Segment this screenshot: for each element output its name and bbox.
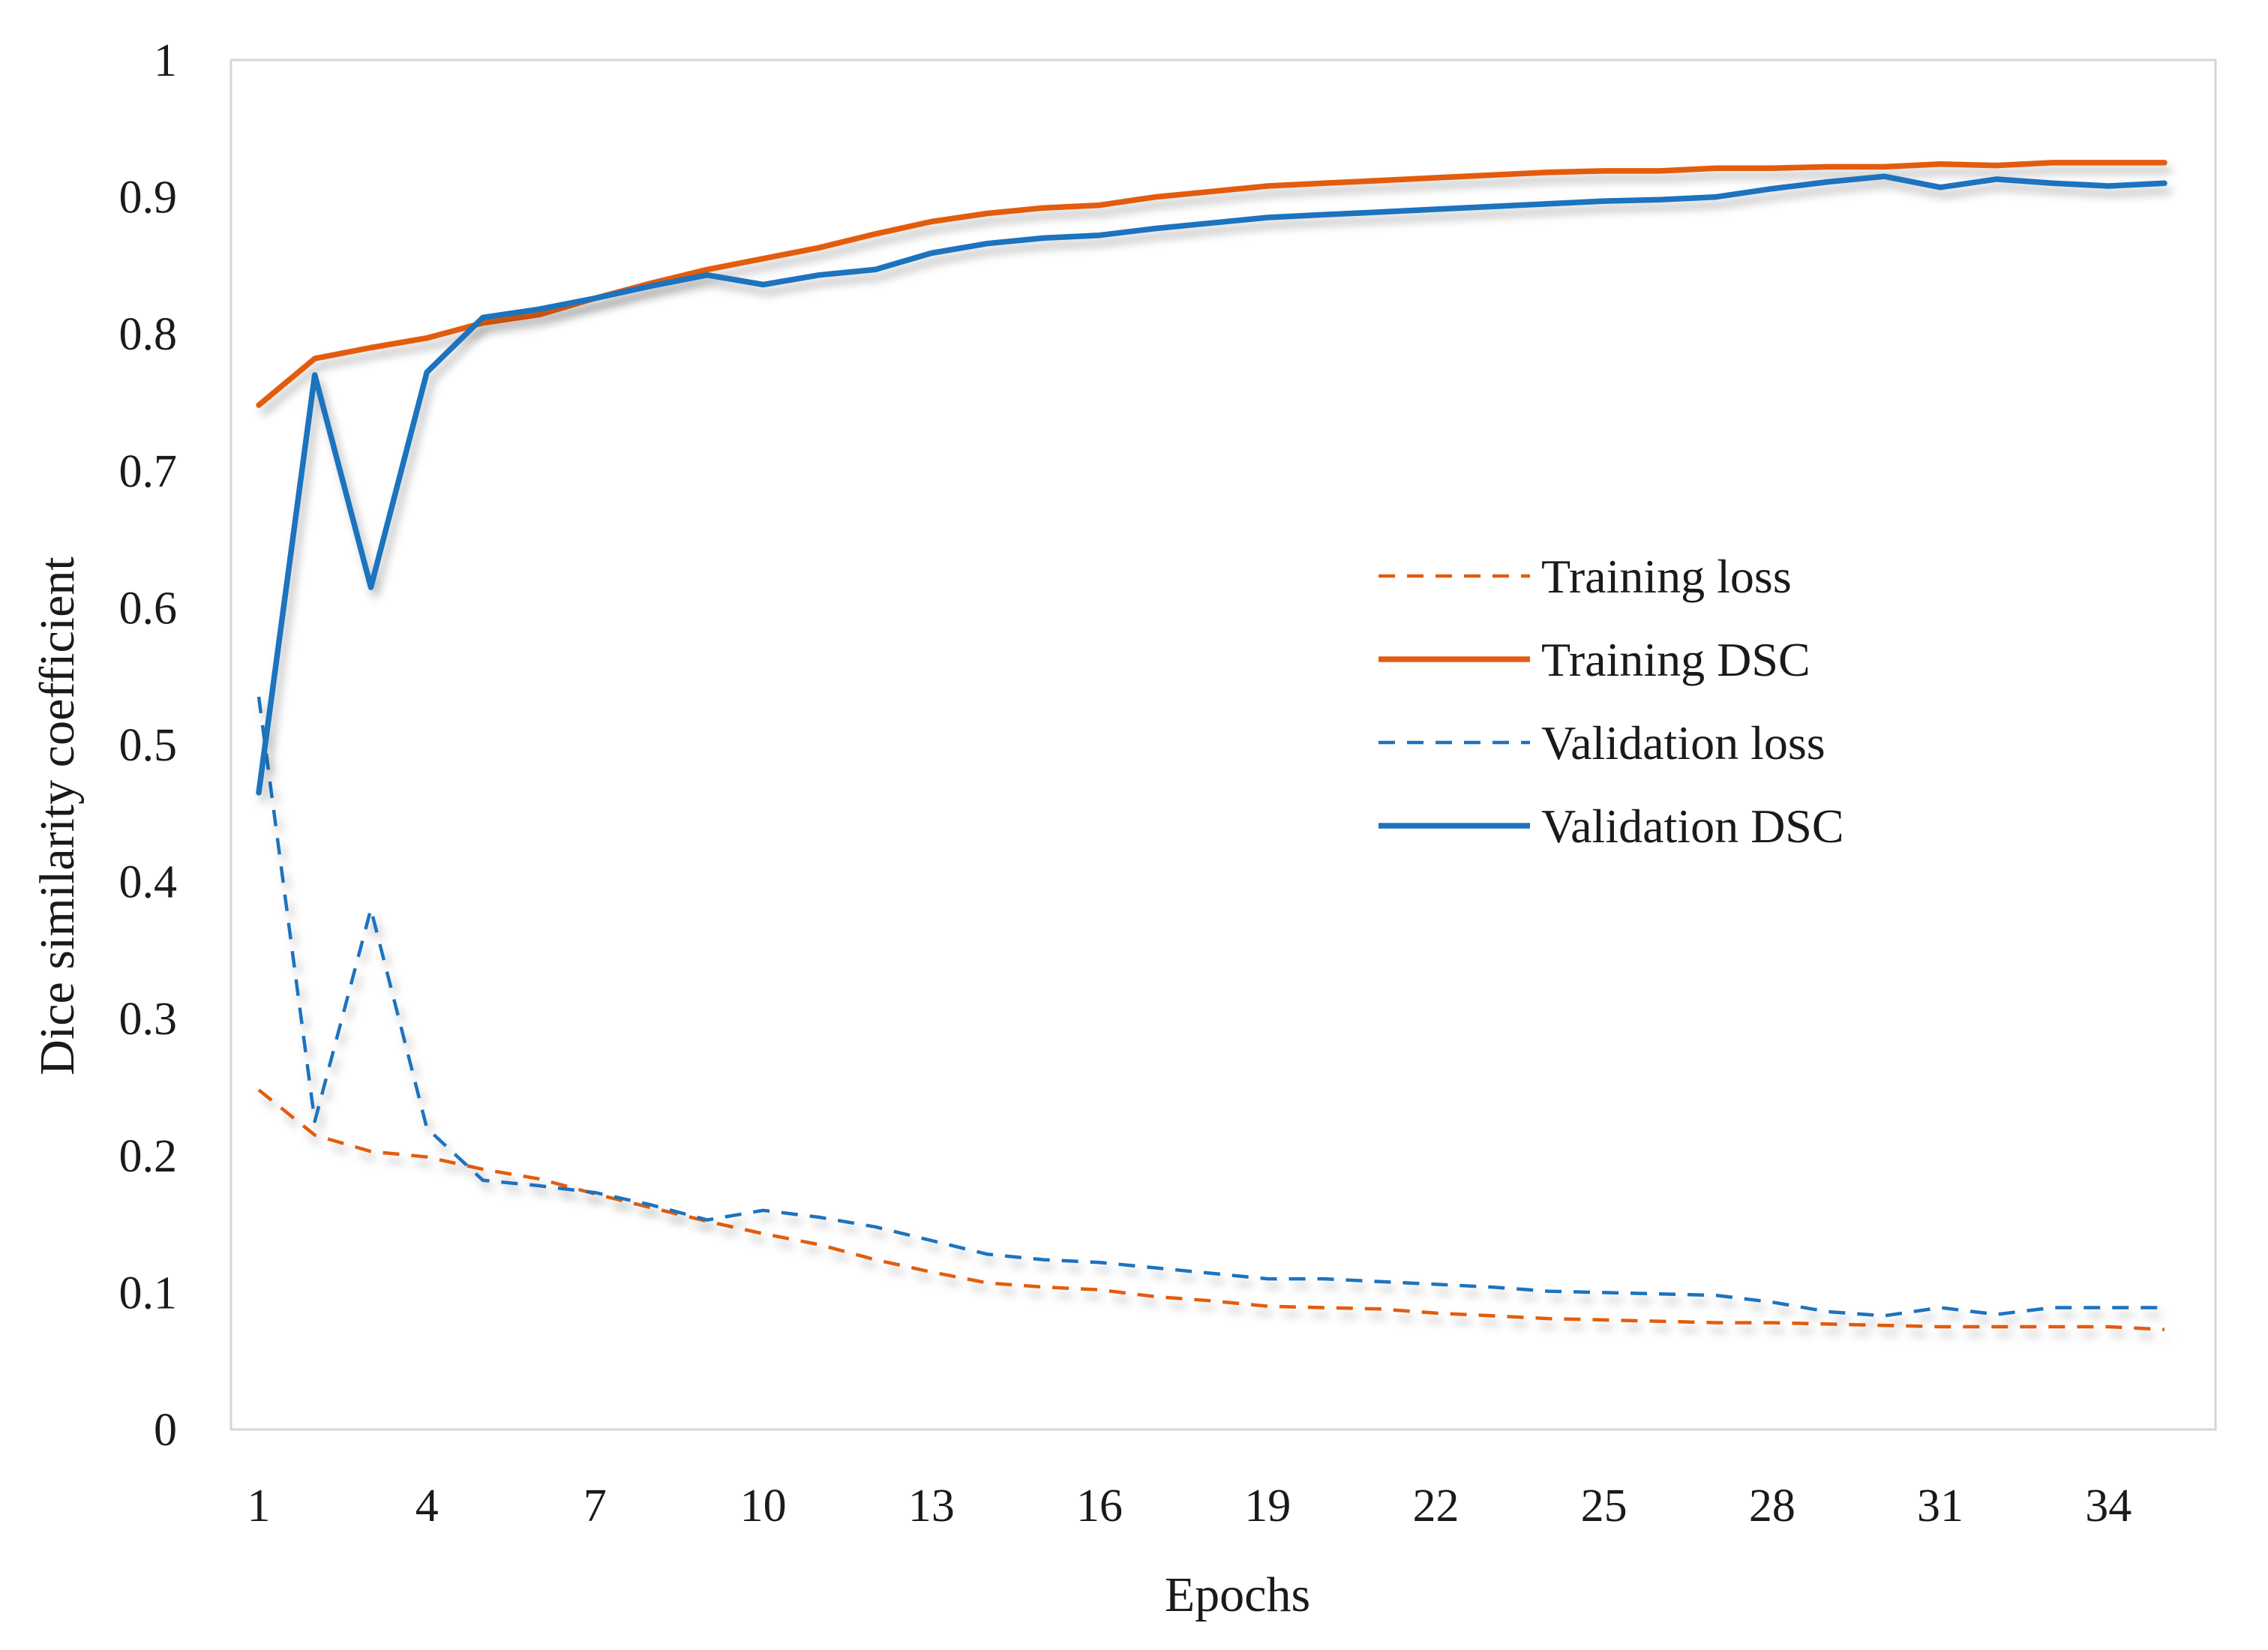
y-tick-label: 0.2 [119, 1131, 178, 1182]
legend-label-training-dsc: Training DSC [1541, 633, 1810, 686]
x-tick-label: 34 [2085, 1480, 2132, 1532]
y-tick-label: 0 [154, 1405, 177, 1456]
x-tick-label: 4 [416, 1480, 439, 1532]
x-tick-label: 7 [584, 1480, 607, 1532]
legend: Training loss Training DSC Validation loss… [1378, 550, 1844, 853]
y-tick-label: 0.5 [119, 720, 178, 771]
y-tick-label: 0.3 [119, 994, 178, 1045]
x-tick-label: 13 [908, 1480, 955, 1532]
x-axis-ticks: 1 4 7 10 13 16 19 22 25 28 31 34 [248, 1480, 2132, 1532]
x-tick-label: 31 [1917, 1480, 1964, 1532]
y-tick-label: 0.9 [119, 172, 178, 224]
x-tick-label: 19 [1244, 1480, 1291, 1532]
y-tick-label: 0.7 [119, 446, 178, 497]
y-tick-label: 0.6 [119, 583, 178, 634]
y-tick-label: 0.1 [119, 1268, 178, 1318]
y-tick-label: 1 [154, 35, 177, 86]
y-tick-label: 0.4 [119, 857, 178, 908]
x-tick-label: 25 [1581, 1480, 1628, 1532]
legend-label-training-loss: Training loss [1541, 550, 1792, 603]
series-line-validation-dsc [256, 173, 2168, 796]
x-axis-title: Epochs [1165, 1568, 1310, 1622]
y-axis-title: Dice similarity coefficient [30, 556, 85, 1076]
x-tick-label: 28 [1749, 1480, 1796, 1532]
series-line-validation-loss [256, 696, 2164, 1318]
plot-area-frame [230, 58, 2217, 1431]
x-tick-label: 22 [1412, 1480, 1459, 1532]
x-tick-label: 16 [1076, 1480, 1123, 1532]
y-axis-ticks: 0 0.1 0.2 0.3 0.4 0.5 0.6 0.7 0.8 0.9 1 [119, 35, 178, 1456]
legend-label-validation-dsc: Validation DSC [1541, 800, 1844, 853]
x-tick-label: 10 [740, 1480, 787, 1532]
y-tick-label: 0.8 [119, 309, 178, 360]
x-tick-label: 1 [248, 1480, 271, 1532]
series-layer [256, 160, 2168, 1331]
legend-label-validation-loss: Validation loss [1541, 716, 1826, 770]
